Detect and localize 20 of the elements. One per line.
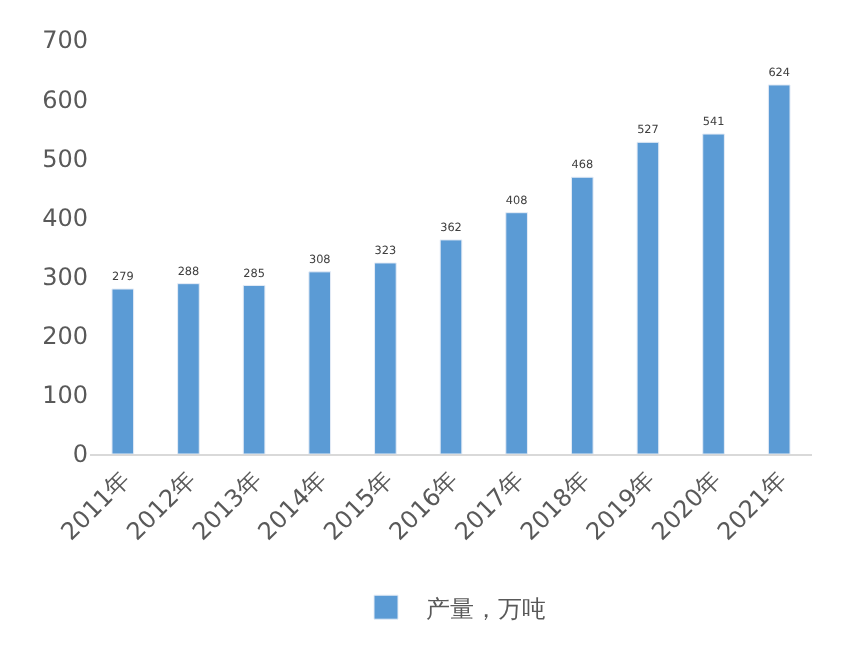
- y-tick-label: 600: [42, 85, 88, 114]
- bar: [111, 288, 135, 454]
- bar: [505, 212, 528, 454]
- bar: [374, 262, 397, 454]
- bar: [177, 283, 200, 454]
- y-tick-label: 700: [42, 26, 88, 55]
- bar: [767, 84, 791, 454]
- y-tick-label: 0: [72, 440, 88, 469]
- bar: [242, 284, 266, 454]
- bar: [308, 271, 332, 454]
- y-tick-label: 500: [42, 144, 88, 173]
- bar: [702, 133, 725, 454]
- bar: [439, 239, 463, 454]
- y-tick-label: 100: [42, 381, 88, 410]
- bar: [636, 141, 660, 454]
- y-tick-label: 300: [42, 262, 88, 291]
- legend-label: 产量，万吨: [426, 594, 546, 623]
- y-tick-label: 200: [42, 322, 88, 351]
- bar: [570, 176, 594, 454]
- y-tick-label: 400: [42, 203, 88, 232]
